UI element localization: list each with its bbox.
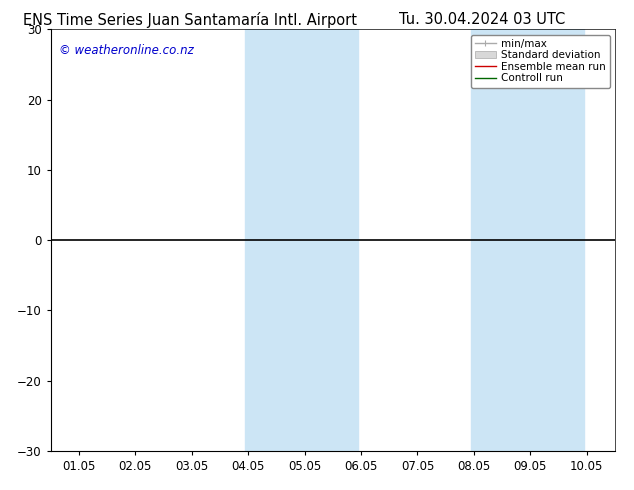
Text: ENS Time Series Juan Santamaría Intl. Airport: ENS Time Series Juan Santamaría Intl. Ai… [23,12,357,28]
Text: © weatheronline.co.nz: © weatheronline.co.nz [59,44,194,57]
Legend: min/max, Standard deviation, Ensemble mean run, Controll run: min/max, Standard deviation, Ensemble me… [470,35,610,88]
Text: Tu. 30.04.2024 03 UTC: Tu. 30.04.2024 03 UTC [399,12,565,27]
Bar [302,29,358,451]
Bar [527,29,584,451]
Bar [245,29,302,451]
Bar [471,29,527,451]
